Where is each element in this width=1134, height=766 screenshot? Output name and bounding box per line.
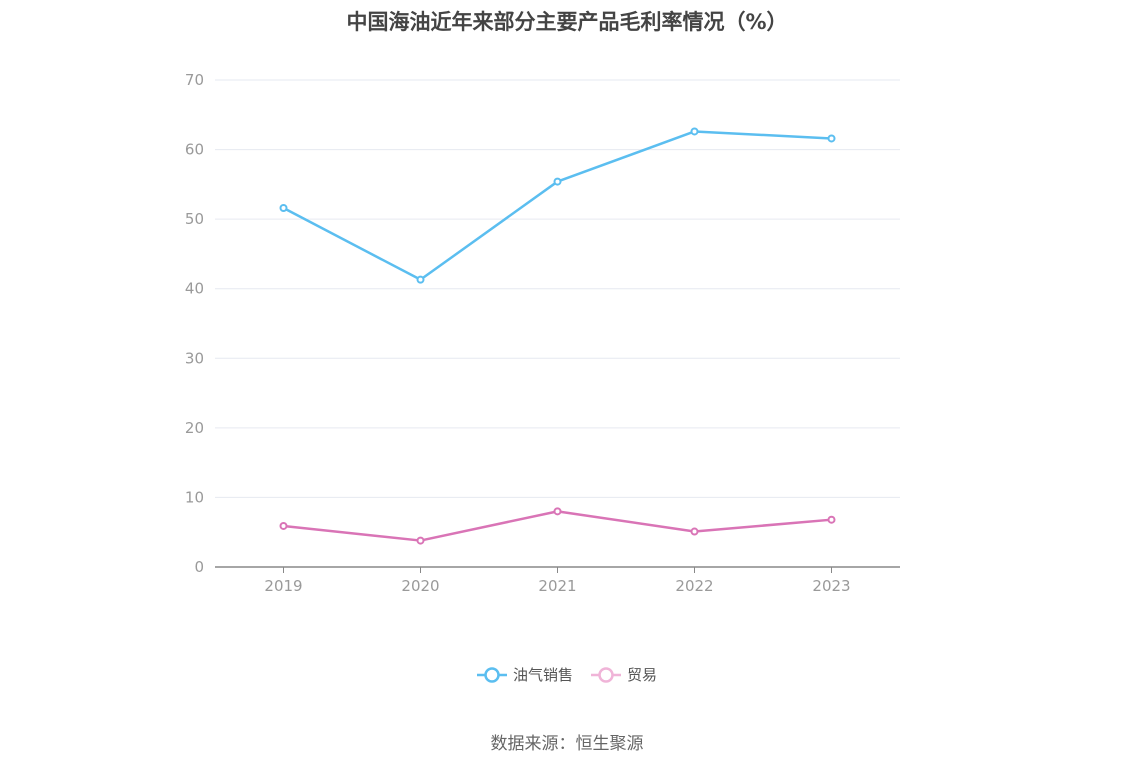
y-tick-label-50: 50 <box>185 210 204 228</box>
y-tick-label-30: 30 <box>185 349 204 367</box>
series-line-1 <box>283 510 832 542</box>
y-tick-label-0: 0 <box>194 558 204 576</box>
legend-marker-oil-gas-sales-icon <box>476 666 507 683</box>
data-point-1-2019 <box>279 521 288 530</box>
data-point-0-2021 <box>553 177 562 186</box>
data-point-0-2019 <box>279 204 288 213</box>
legend-label-trade: 贸易 <box>627 666 658 684</box>
y-tick-label-70: 70 <box>185 71 204 89</box>
data-point-1-2022 <box>690 527 699 536</box>
data-point-0-2022 <box>690 127 699 136</box>
legend-item-trade[interactable]: 贸易 <box>591 664 657 685</box>
legend-marker-trade-icon <box>591 666 621 683</box>
legend-item-oil-gas-sales[interactable]: 油气销售 <box>476 664 573 685</box>
data-point-1-2020 <box>416 536 425 545</box>
x-tick-label-2019: 2019 <box>264 577 302 595</box>
chart-legend: 油气销售 贸易 <box>0 664 1134 685</box>
data-point-0-2023 <box>827 134 836 143</box>
data-point-0-2020 <box>416 275 425 284</box>
y-tick-label-40: 40 <box>185 280 204 298</box>
data-source: 数据来源：恒生聚源 <box>490 734 644 754</box>
line-chart: 0 10 20 30 40 50 60 70 2019 2020 2021 2022 2023 <box>185 71 900 595</box>
y-tick-label-20: 20 <box>185 419 204 437</box>
x-tick-label-2022: 2022 <box>675 577 713 595</box>
chart-title: 中国海油近年来部分主要产品毛利率情况（%） <box>346 10 788 34</box>
x-tick-label-2023: 2023 <box>812 577 850 595</box>
series-line-0 <box>282 130 832 281</box>
x-tick-label-2021: 2021 <box>538 577 576 595</box>
y-tick-label-10: 10 <box>185 488 204 506</box>
data-point-1-2021 <box>553 507 562 516</box>
x-tick-label-2020: 2020 <box>401 577 439 595</box>
legend-label-oil-gas-sales: 油气销售 <box>512 666 573 684</box>
data-point-1-2023 <box>827 515 836 524</box>
y-tick-label-60: 60 <box>185 141 204 159</box>
